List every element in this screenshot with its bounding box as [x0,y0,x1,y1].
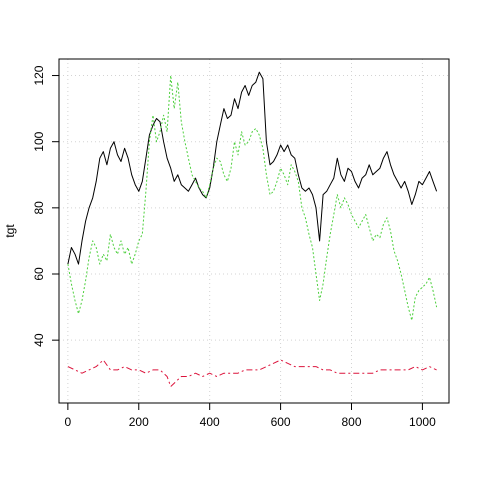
y-tick-label: 120 [32,65,46,85]
grid [59,59,449,403]
series-line-2 [67,359,437,387]
x-axis: 0 200 400 600 800 1000 [65,402,436,429]
series-line-3 [67,75,438,321]
y-tick-label: 100 [32,131,46,151]
x-tick-label: 800 [341,415,361,429]
y-tick-label: 40 [32,333,46,347]
plot-frame [58,58,450,404]
x-tick-label: 200 [129,415,149,429]
series-line-1 [67,71,438,265]
y-tick-label: 80 [32,201,46,215]
x-tick-label: 0 [65,415,72,429]
x-tick-label: 400 [200,415,220,429]
y-axis-label: tgt [3,224,17,238]
series-lines [67,71,438,387]
x-tick-label: 600 [271,415,291,429]
x-tick-label: 1000 [409,415,436,429]
y-axis: 40 60 80 100 120 [32,65,60,347]
y-tick-label: 60 [32,267,46,281]
